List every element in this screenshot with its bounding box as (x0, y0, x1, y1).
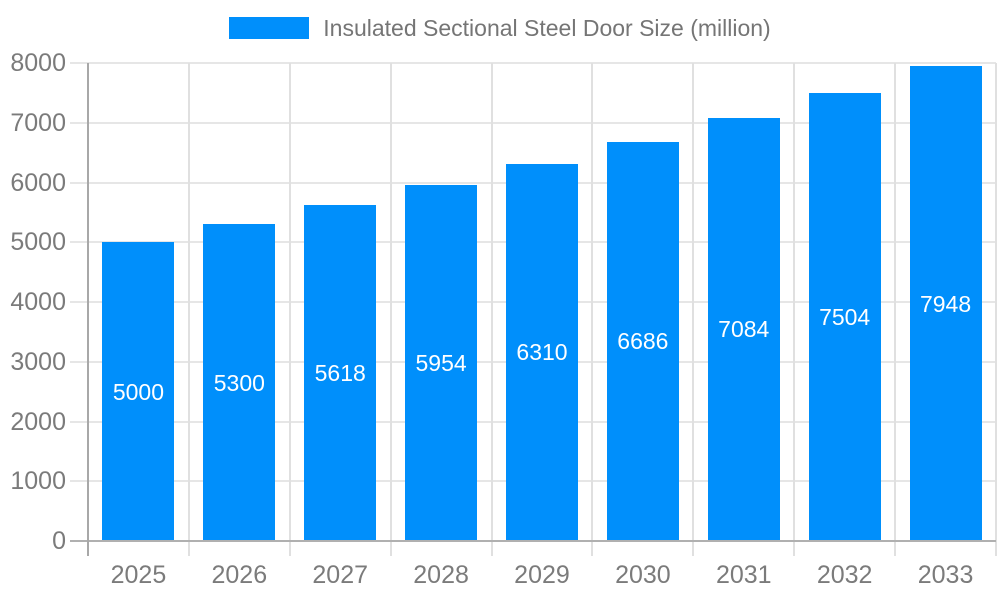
category-gridline (187, 63, 190, 556)
category-gridline (490, 63, 493, 556)
bar-value-label: 7504 (819, 303, 871, 330)
x-axis-tick-label: 2028 (413, 561, 469, 589)
bar-2025[interactable] (102, 242, 175, 541)
y-axis-tick-label: 2000 (10, 407, 66, 436)
category-gridline (389, 63, 392, 556)
bar-value-label: 5954 (415, 350, 467, 377)
y-axis-tick-label: 4000 (10, 288, 66, 316)
y-axis-tick-label: 3000 (10, 347, 66, 376)
y-axis-tick-label: 5000 (10, 228, 66, 257)
bar-value-label: 5300 (213, 369, 265, 396)
x-axis-tick-label: 2031 (715, 561, 772, 589)
bar-2028[interactable] (405, 185, 478, 541)
chart-legend: Insulated Sectional Steel Door Size (mil… (0, 14, 1000, 42)
legend-swatch-icon (229, 17, 310, 39)
bar-2031[interactable] (707, 117, 780, 541)
category-gridline (288, 63, 291, 556)
bar-value-label: 5000 (112, 378, 165, 405)
y-axis-tick-label: 1000 (10, 467, 66, 496)
category-gridline (894, 63, 897, 556)
bar-2027[interactable] (304, 205, 377, 541)
y-gridline (70, 62, 996, 64)
bar-2029[interactable] (506, 163, 578, 541)
y-axis-tick-label: 0 (52, 527, 66, 555)
bar-2030[interactable] (606, 141, 679, 541)
legend-item[interactable]: Insulated Sectional Steel Door Size (mil… (229, 14, 771, 42)
x-axis-tick-label: 2025 (110, 561, 167, 589)
y-axis-tick-label: 7000 (10, 108, 66, 137)
bar-2032[interactable] (808, 92, 881, 541)
x-axis-tick-label: 2033 (917, 561, 974, 589)
y-axis-tick-label: 8000 (10, 49, 66, 77)
y-axis-line (87, 63, 89, 556)
x-axis-tick-label: 2026 (211, 561, 268, 589)
category-gridline (692, 63, 695, 556)
bar-value-label: 6310 (516, 339, 568, 366)
y-axis-tick-label: 6000 (10, 168, 66, 197)
legend-label: Insulated Sectional Steel Door Size (mil… (323, 15, 771, 41)
y-gridline (70, 121, 996, 124)
x-axis-tick-label: 2030 (615, 561, 671, 589)
bar-value-label: 7948 (919, 290, 972, 317)
x-axis-tick-label: 2027 (312, 561, 369, 589)
bar-value-label: 7084 (718, 316, 770, 343)
bar-2026[interactable] (203, 224, 276, 541)
x-axis-tick-label: 2032 (816, 561, 873, 589)
bar-2033[interactable] (909, 66, 982, 541)
category-gridline (793, 63, 796, 556)
x-axis-line (70, 540, 996, 542)
bar-value-label: 6686 (617, 328, 669, 355)
category-gridline (995, 63, 997, 556)
category-gridline (591, 63, 594, 556)
bar-value-label: 5618 (314, 360, 366, 387)
x-axis-tick-label: 2029 (514, 561, 570, 589)
